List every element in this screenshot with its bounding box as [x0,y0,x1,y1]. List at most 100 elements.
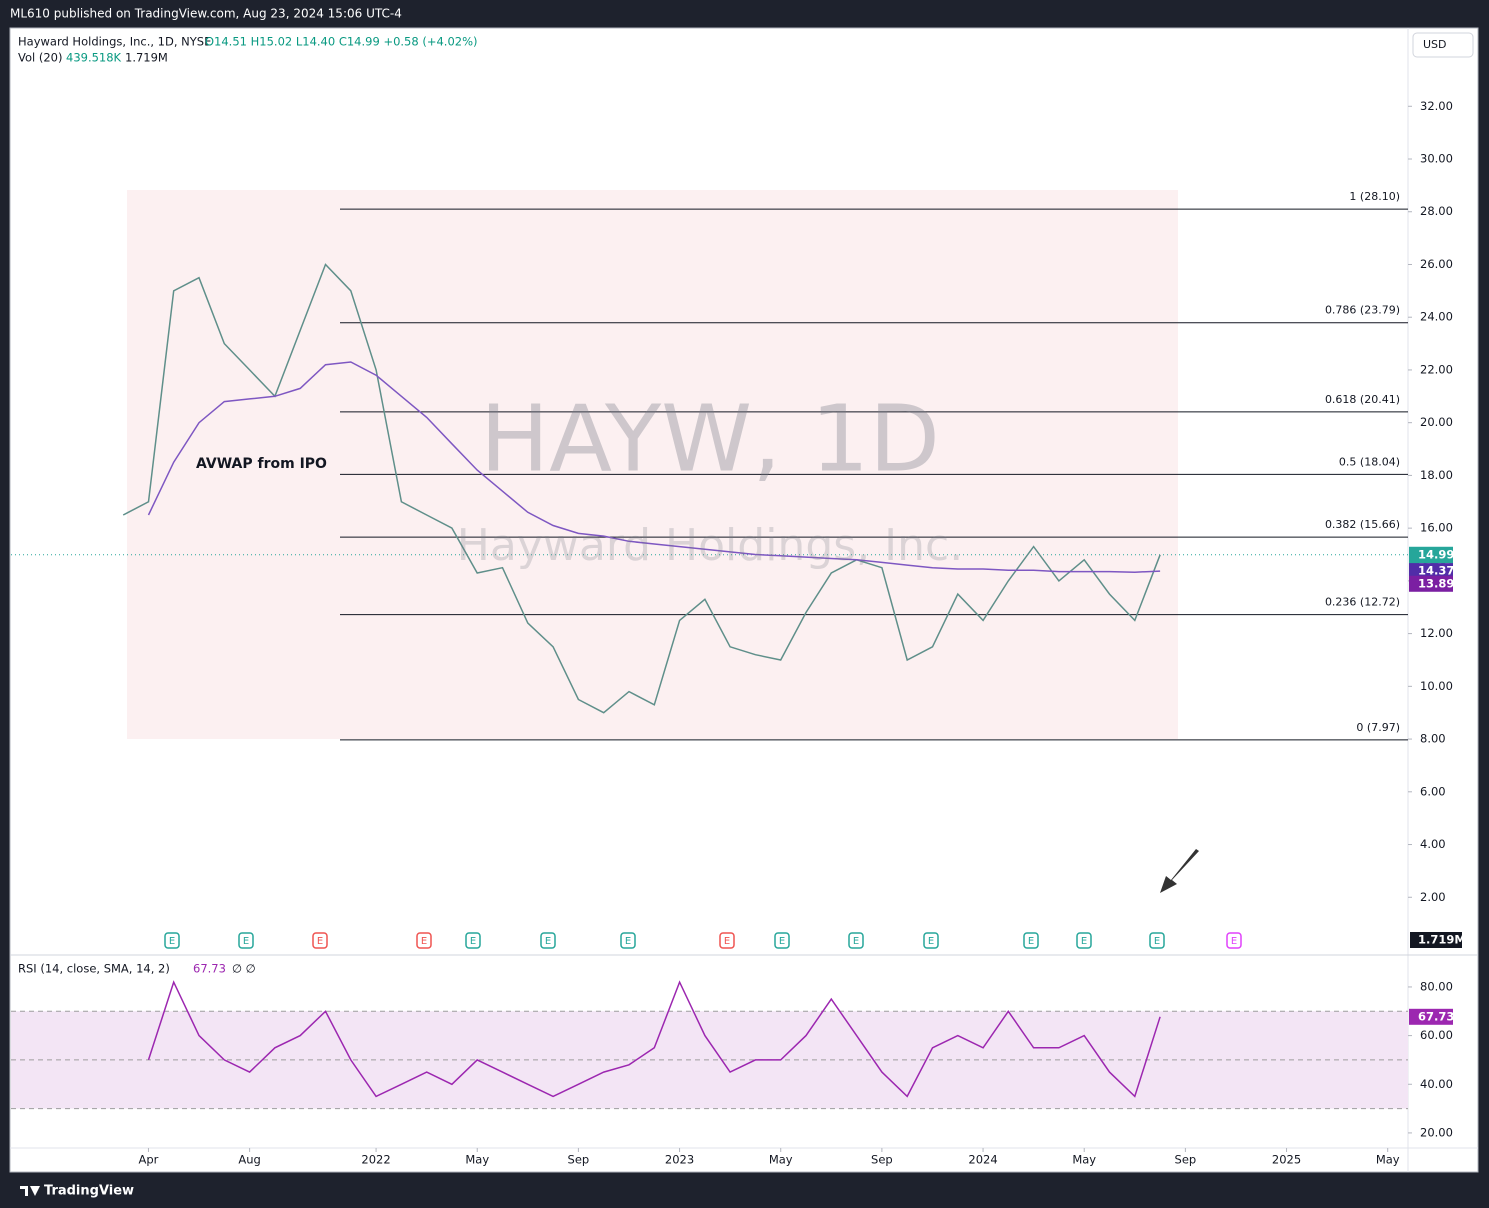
x-tick-label: Sep [1175,1153,1197,1167]
fib-label: 0 (7.97) [1356,721,1400,734]
earnings-marker [416,932,432,949]
price-label-box [1409,575,1453,592]
earnings-label: E [243,936,249,947]
y-tick-label: 16.00 [1420,521,1453,535]
watermark: HAYW, 1D [480,385,940,492]
price-label: 14.99 [1418,547,1454,561]
earnings-marker [848,932,864,949]
x-tick-label: 2025 [1272,1153,1301,1167]
earnings-label: E [169,936,175,947]
legend-ohlc: O14.51 H15.02 L14.40 C14.99 +0.58 (+4.02… [205,35,478,49]
earnings-marker [312,932,328,949]
earnings-marker [238,932,254,949]
series-line [122,263,1161,714]
y-tick-label: 32.00 [1420,99,1453,113]
earnings-marker [1149,932,1165,949]
x-tick-label: Apr [139,1153,159,1167]
y-tick-label: 12.00 [1420,626,1453,640]
x-tick-label: Aug [238,1153,260,1167]
y-tick-label: 26.00 [1420,257,1453,271]
y-tick-label: 28.00 [1420,204,1453,218]
x-tick-label: May [1376,1153,1400,1167]
x-tick-label: May [1072,1153,1096,1167]
y-tick-label: 18.00 [1420,468,1453,482]
earnings-label: E [853,936,859,947]
price-label: 13.89 [1418,576,1454,590]
volume-value: 1.719M [125,51,168,65]
fib-label: 0.786 (23.79) [1325,304,1400,317]
y-tick-label: 6.00 [1420,784,1446,798]
volume-label-box [1410,932,1462,948]
x-tick-label: 2023 [665,1153,694,1167]
earnings-marker [1076,932,1092,949]
volume-axis-label: 1.719M [1418,933,1466,947]
rsi-label-box [1409,1008,1453,1025]
brand: TradingView [44,1184,134,1199]
earnings-marker [774,932,790,949]
price-label-box [1409,563,1453,580]
earnings-label: E [470,936,476,947]
arrow [1160,849,1199,893]
legend-title: Hayward Holdings, Inc., 1D, NYSE [18,35,211,49]
rsi-axis-label: 67.73 [1418,1009,1454,1023]
currency: USD [1423,38,1447,51]
earnings-label: E [779,936,785,947]
fib-label: 1 (28.10) [1349,190,1400,203]
watermark-subtitle: Hayward Holdings, Inc. [457,520,963,571]
earnings-label: E [1028,936,1034,947]
earnings-label: E [928,936,934,947]
earnings-marker [1226,932,1242,949]
fib-background [127,190,1178,739]
earnings-marker [923,932,939,949]
y-tick-label: 22.00 [1420,362,1453,376]
series-line [147,980,1161,1098]
rsi-title: RSI (14, close, SMA, 14, 2) [18,962,170,976]
y-tick-label: 10.00 [1420,679,1453,693]
volume-legend: Vol (20) [18,51,62,65]
earnings-label: E [1231,936,1237,947]
y-tick-label: 60.00 [1420,1028,1453,1042]
earnings-marker [719,932,735,949]
earnings-marker [164,932,180,949]
x-tick-label: 2022 [361,1153,390,1167]
x-tick-label: Sep [568,1153,590,1167]
brand-logo [20,1186,40,1196]
y-tick-label: 30.00 [1420,152,1453,166]
overlay: HAYW, 1D Hayward Holdings, Inc. 2.00 4.00 6.… [18,35,1466,1167]
price-pane [11,208,1408,741]
price-label: 14.37 [1418,564,1454,578]
fib-label: 0.382 (15.66) [1325,518,1400,531]
fib-label: 0.236 (12.72) [1325,596,1400,609]
x-tick-label: Sep [871,1153,893,1167]
x-tick-label: May [465,1153,489,1167]
rsi-value: 67.73 [193,962,226,976]
earnings-marker [465,932,481,949]
earnings-marker [1023,932,1039,949]
series-line [147,361,1161,573]
earnings-label: E [1081,936,1087,947]
y-tick-label: 20.00 [1420,1125,1453,1139]
y-tick-label: 80.00 [1420,979,1453,993]
y-tick-label: 20.00 [1420,415,1453,429]
rsi-status: ∅ ∅ [232,962,256,976]
volume-ma: 439.518K [66,51,122,65]
fib-label: 0.618 (20.41) [1325,393,1400,406]
x-tick-label: 2024 [968,1153,997,1167]
earnings-label: E [1154,936,1160,947]
earnings-marker [620,932,636,949]
y-tick-label: 4.00 [1420,837,1446,851]
y-tick-label: 2.00 [1420,890,1446,904]
currency-button[interactable] [1412,32,1474,58]
x-tick-label: May [769,1153,793,1167]
earnings-marker [540,932,556,949]
earnings-label: E [724,936,730,947]
fib-label: 0.5 (18.04) [1339,455,1400,468]
annotation: AVWAP from IPO [196,456,327,472]
publish-note: ML610 published on TradingView.com, Aug … [10,7,402,21]
y-tick-label: 40.00 [1420,1077,1453,1091]
y-tick-label: 24.00 [1420,310,1453,324]
earnings-label: E [545,936,551,947]
earnings-label: E [625,936,631,947]
